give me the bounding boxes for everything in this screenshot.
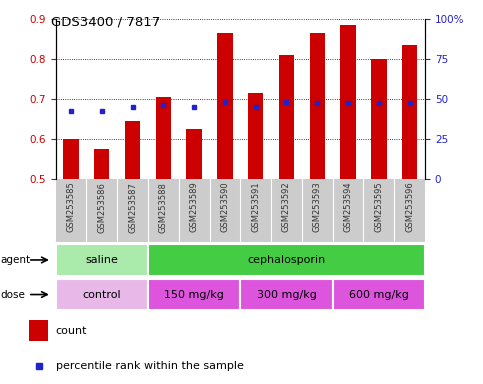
Bar (148, 279, 241, 310)
Bar (56, 245, 148, 276)
Bar (402, 45, 417, 179)
Text: GSM253590: GSM253590 (220, 182, 229, 232)
Text: GSM253587: GSM253587 (128, 182, 137, 233)
Text: dose: dose (0, 290, 26, 300)
Bar (341, 25, 356, 179)
Text: control: control (83, 290, 121, 300)
Text: 300 mg/kg: 300 mg/kg (256, 290, 316, 300)
Bar (279, 55, 294, 179)
Bar (156, 97, 171, 179)
Bar (29, 320, 48, 341)
Text: 600 mg/kg: 600 mg/kg (349, 290, 409, 300)
Bar (333, 279, 425, 310)
Text: count: count (56, 326, 87, 336)
Text: GSM253594: GSM253594 (343, 182, 353, 232)
Text: agent: agent (0, 255, 30, 265)
Text: 150 mg/kg: 150 mg/kg (164, 290, 224, 300)
Bar (186, 129, 202, 179)
Text: GSM253595: GSM253595 (374, 182, 384, 232)
Bar (63, 139, 79, 179)
Text: percentile rank within the sample: percentile rank within the sample (56, 361, 243, 371)
Text: cephalosporin: cephalosporin (247, 255, 326, 265)
Bar (125, 121, 140, 179)
Bar (217, 33, 233, 179)
Text: GSM253596: GSM253596 (405, 182, 414, 232)
Text: GSM253593: GSM253593 (313, 182, 322, 232)
Bar (56, 279, 148, 310)
Bar (248, 93, 263, 179)
Text: saline: saline (85, 255, 118, 265)
Bar (371, 59, 386, 179)
Text: GSM253592: GSM253592 (282, 182, 291, 232)
Bar (240, 279, 333, 310)
Text: GDS3400 / 7817: GDS3400 / 7817 (51, 15, 160, 28)
Text: GSM253588: GSM253588 (159, 182, 168, 233)
Text: GSM253591: GSM253591 (251, 182, 260, 232)
Text: GSM253589: GSM253589 (190, 182, 199, 232)
Bar (310, 33, 325, 179)
Bar (148, 245, 425, 276)
Text: GSM253586: GSM253586 (97, 182, 106, 233)
Bar (94, 149, 110, 179)
Text: GSM253585: GSM253585 (67, 182, 75, 232)
